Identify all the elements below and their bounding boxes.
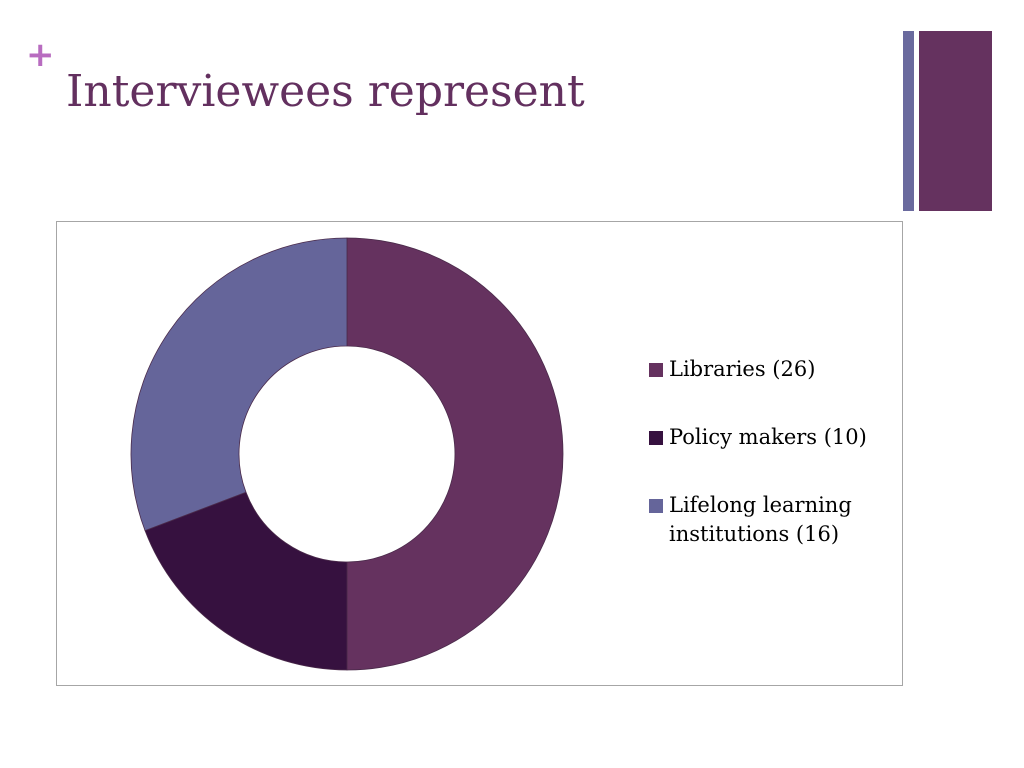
legend-item-lifelong-learning-institutions: Lifelong learning institutions (16): [648, 491, 898, 549]
decorative-bar-wide: [919, 31, 992, 211]
slide-title: Interviewees represent: [66, 66, 585, 117]
donut-slice-lifelong-learning-institutions: [130, 237, 348, 532]
plus-icon: +: [26, 35, 55, 75]
donut-slice-libraries: [346, 237, 564, 671]
legend-item-libraries: Libraries (26): [648, 355, 898, 384]
legend-label: Lifelong learning institutions (16): [669, 493, 852, 546]
donut-slice-policy-makers: [144, 491, 348, 671]
legend-swatch: [649, 363, 663, 377]
decorative-bar-thin: [903, 31, 914, 211]
chart-area: Libraries (26) Policy makers (10) Lifelong…: [56, 221, 903, 686]
legend-label: Policy makers (10): [669, 425, 867, 449]
legend-label: Libraries (26): [669, 357, 816, 381]
chart-legend: Libraries (26) Policy makers (10) Lifelong…: [648, 355, 898, 588]
donut-chart: [130, 237, 564, 671]
legend-item-policy-makers: Policy makers (10): [648, 423, 898, 452]
legend-swatch: [649, 431, 663, 445]
legend-swatch: [649, 499, 663, 513]
